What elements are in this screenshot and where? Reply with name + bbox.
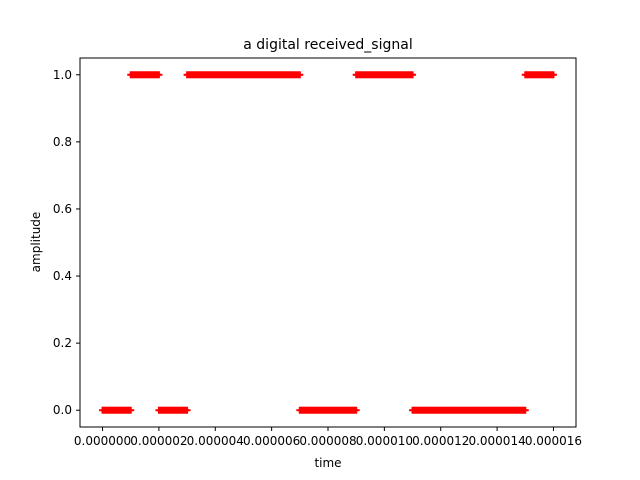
plot-marks	[99, 71, 557, 414]
data-point-marker	[296, 71, 304, 79]
chart-title: a digital received_signal	[243, 37, 412, 53]
data-point-marker	[127, 406, 135, 414]
x-tick-label: 0.000004	[187, 434, 244, 448]
data-point-marker	[409, 71, 417, 79]
y-axis: 0.0 0.2 0.4 0.6 0.8 1.0	[53, 68, 80, 417]
y-tick-label: 0.4	[53, 269, 72, 283]
x-tick-label: 0.000012	[412, 434, 469, 448]
x-tick-label: 0.000016	[525, 434, 582, 448]
x-tick-label: 0.000002	[130, 434, 187, 448]
x-tick-label: 0.000000	[74, 434, 131, 448]
x-axis: 0.000000 0.000002 0.000004 0.000006 0.000008…	[74, 427, 582, 448]
x-axis-label: time	[314, 456, 341, 470]
x-tick-label: 0.000006	[243, 434, 300, 448]
data-point-marker	[549, 71, 557, 79]
data-point-marker	[155, 71, 163, 79]
y-tick-label: 0.8	[53, 135, 72, 149]
data-point-marker	[352, 406, 360, 414]
y-tick-label: 0.2	[53, 336, 72, 350]
x-tick-label: 0.000014	[468, 434, 525, 448]
y-axis-label: amplitude	[29, 212, 43, 273]
data-point-marker	[521, 406, 529, 414]
y-tick-label: 1.0	[53, 68, 72, 82]
y-tick-label: 0.6	[53, 202, 72, 216]
y-tick-label: 0.0	[53, 403, 72, 417]
x-tick-label: 0.000010	[356, 434, 413, 448]
x-tick-label: 0.000008	[299, 434, 356, 448]
data-point-marker	[183, 406, 191, 414]
plot-frame	[79, 57, 577, 428]
